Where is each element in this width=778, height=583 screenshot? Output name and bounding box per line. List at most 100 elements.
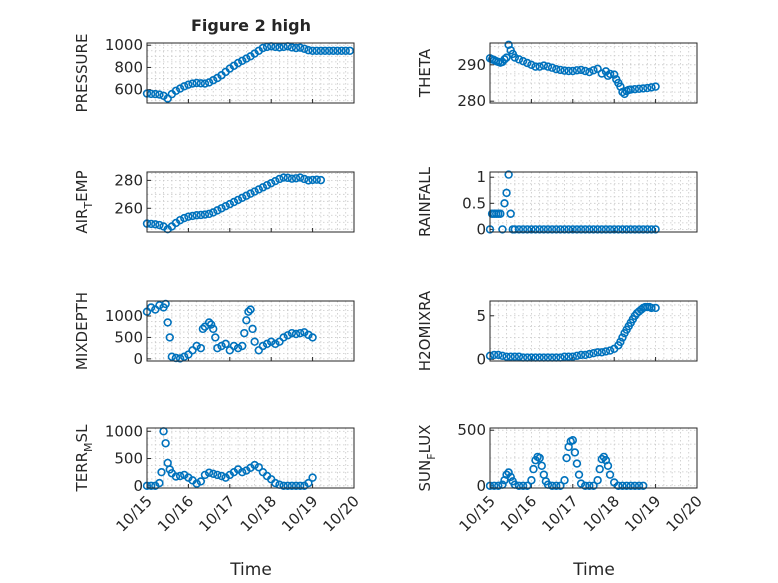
data-point xyxy=(163,94,172,103)
data-point xyxy=(209,208,218,217)
data-point xyxy=(581,66,590,76)
data-point xyxy=(287,174,297,183)
data-point xyxy=(560,225,569,234)
data-point xyxy=(200,210,210,219)
data-point xyxy=(308,175,317,185)
data-point xyxy=(562,453,571,463)
data-point xyxy=(572,459,582,468)
data-point xyxy=(329,46,338,55)
data-point xyxy=(634,481,644,490)
data-point xyxy=(595,464,604,474)
y-tick-label: 1000 xyxy=(105,36,143,54)
data-point xyxy=(605,470,615,479)
data-point xyxy=(572,225,582,234)
data-point xyxy=(155,220,164,230)
data-point xyxy=(576,225,586,234)
data-point xyxy=(242,191,251,200)
data-point xyxy=(146,481,156,491)
data-point xyxy=(514,352,524,361)
data-point xyxy=(500,55,509,64)
data-point xyxy=(556,65,565,75)
y-tick-label: 1 xyxy=(476,168,486,186)
data-point xyxy=(547,225,557,234)
data-point xyxy=(539,470,549,479)
y-tick-label: 600 xyxy=(114,81,143,99)
axes-box xyxy=(146,427,355,489)
data-point xyxy=(217,341,226,351)
data-point xyxy=(304,46,313,55)
data-point xyxy=(217,471,226,481)
data-point xyxy=(506,352,515,361)
data-point xyxy=(609,70,619,79)
y-axis-label-theta: THETA xyxy=(416,48,434,98)
x-tick-label: 10/18 xyxy=(580,492,623,535)
data-point xyxy=(250,337,259,346)
y-axis-label-pressure: PRESSURE xyxy=(73,34,91,113)
data-point xyxy=(634,225,644,234)
panel-air-temp: 260 280 AIRTEMP xyxy=(73,170,355,234)
data-point xyxy=(647,225,656,234)
data-point xyxy=(527,225,536,234)
y-tick-label: 500 xyxy=(114,328,143,346)
data-point xyxy=(489,481,499,490)
data-point xyxy=(609,225,619,234)
y-axis-label-h2o-mixing-ratio: H2OMIXRA xyxy=(416,290,434,371)
data-point xyxy=(316,175,326,185)
data-point xyxy=(543,225,553,234)
data-point xyxy=(242,316,251,325)
y-tick-label: 5 xyxy=(476,307,486,325)
data-point xyxy=(518,481,528,490)
data-point xyxy=(287,328,297,338)
data-point xyxy=(651,303,660,313)
x-tick-label: 10/20 xyxy=(663,492,706,535)
data-point xyxy=(229,197,239,207)
data-point xyxy=(295,328,305,338)
data-point xyxy=(589,66,598,75)
data-point xyxy=(246,189,255,198)
x-axis-label-left: Time xyxy=(229,560,272,580)
data-point xyxy=(238,56,247,65)
axes-box xyxy=(489,300,698,362)
y-tick-label: 0.5 xyxy=(462,194,486,212)
data-point xyxy=(151,220,160,229)
data-point xyxy=(556,225,565,234)
data-point xyxy=(316,46,326,55)
y-tick-label: 0 xyxy=(476,350,486,368)
data-point xyxy=(552,64,561,74)
axes-box xyxy=(489,171,698,233)
axes-box xyxy=(146,300,355,362)
y-tick-label: 280 xyxy=(114,171,143,189)
data-point xyxy=(258,341,268,351)
data-point xyxy=(341,46,350,55)
data-point xyxy=(180,352,189,361)
data-point xyxy=(192,341,201,351)
data-point xyxy=(535,453,544,463)
data-point xyxy=(225,199,235,209)
data-point xyxy=(304,176,313,185)
data-point xyxy=(175,215,185,225)
data-point xyxy=(489,350,499,360)
data-point xyxy=(196,210,206,220)
y-tick-label: 260 xyxy=(114,199,143,217)
data-point xyxy=(618,333,627,342)
data-point xyxy=(502,352,511,361)
data-point xyxy=(304,478,313,488)
data-point xyxy=(498,225,507,234)
data-point xyxy=(585,349,594,359)
data-point xyxy=(556,481,565,490)
data-point xyxy=(188,79,197,88)
data-point xyxy=(258,183,268,192)
y-axis-label-sun-flux: SUNFLUX xyxy=(416,425,438,492)
y-tick-label: 0 xyxy=(133,350,143,368)
data-point xyxy=(601,225,611,234)
data-point xyxy=(603,461,613,470)
data-point xyxy=(605,69,615,79)
data-point xyxy=(581,350,590,360)
data-point xyxy=(564,66,573,76)
x-axis-label-right: Time xyxy=(572,560,615,580)
data-point xyxy=(547,63,557,72)
data-point xyxy=(254,185,263,194)
data-point xyxy=(262,339,272,349)
data-point xyxy=(267,178,276,188)
